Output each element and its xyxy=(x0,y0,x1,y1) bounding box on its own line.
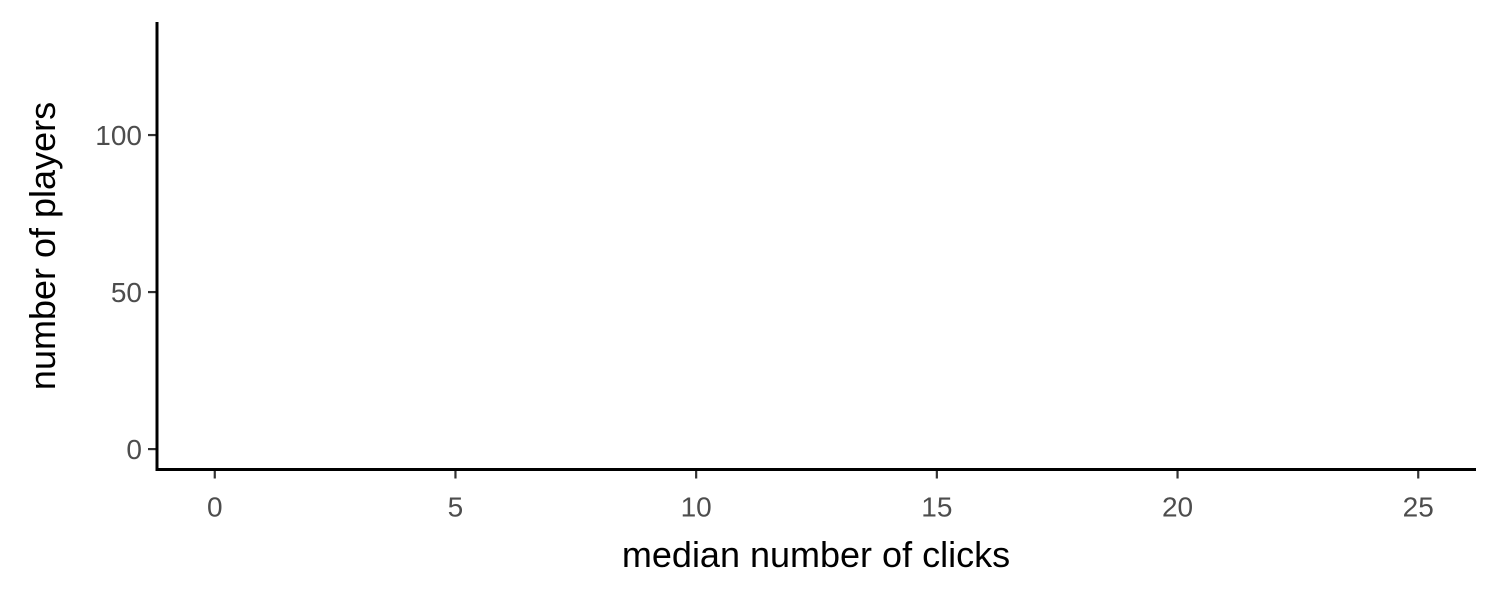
y-axis-title: number of players xyxy=(22,102,63,390)
x-tick-label: 15 xyxy=(921,492,952,523)
x-tick-label: 0 xyxy=(207,492,223,523)
y-tick-label: 100 xyxy=(95,120,142,151)
x-tick-label: 10 xyxy=(681,492,712,523)
x-axis-title: median number of clicks xyxy=(622,534,1010,575)
x-axis: 0 5 10 15 20 25 xyxy=(157,468,1476,523)
y-tick-label: 50 xyxy=(111,277,142,308)
x-tick-label: 5 xyxy=(448,492,464,523)
y-tick-label: 0 xyxy=(126,434,142,465)
x-tick-label: 20 xyxy=(1162,492,1193,523)
x-tick-label: 25 xyxy=(1403,492,1434,523)
y-axis: 0 50 100 xyxy=(95,22,159,471)
